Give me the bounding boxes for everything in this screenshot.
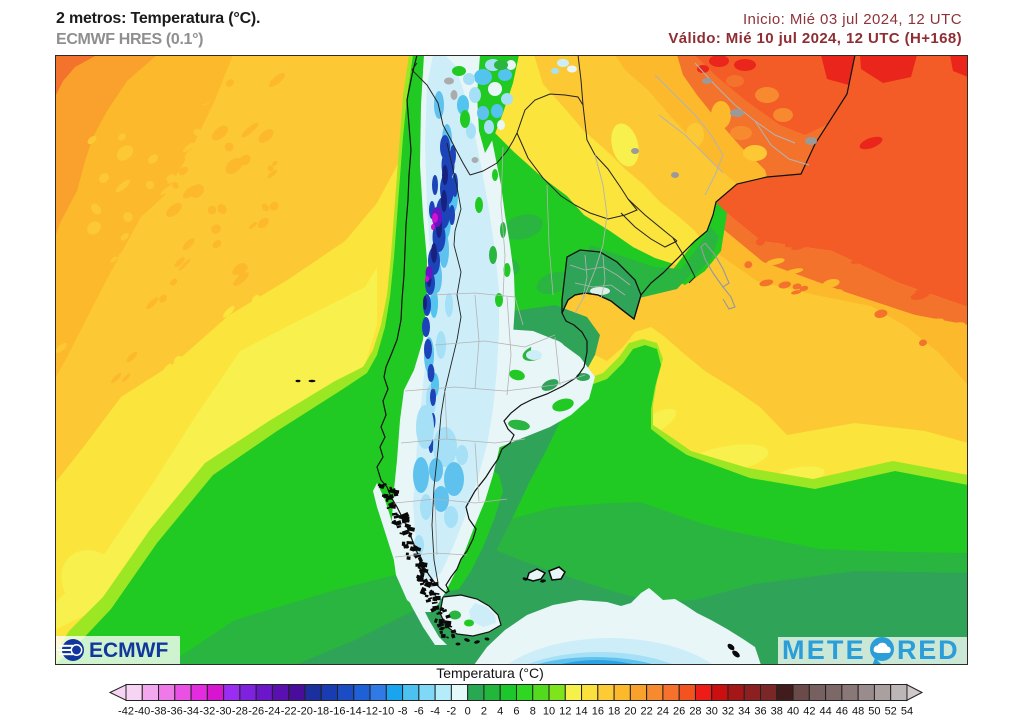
svg-text:8: 8	[530, 706, 536, 718]
svg-text:0: 0	[465, 706, 471, 718]
svg-text:-24: -24	[264, 706, 280, 718]
svg-text:-4: -4	[430, 706, 440, 718]
svg-text:36: 36	[754, 706, 766, 718]
svg-text:-6: -6	[414, 706, 424, 718]
svg-text:ECMWF: ECMWF	[89, 639, 168, 662]
svg-text:-28: -28	[232, 706, 248, 718]
svg-text:52: 52	[885, 706, 897, 718]
svg-text:10: 10	[543, 706, 555, 718]
svg-text:22: 22	[641, 706, 653, 718]
svg-text:12: 12	[559, 706, 571, 718]
svg-text:6: 6	[513, 706, 519, 718]
svg-text:-42: -42	[118, 706, 134, 718]
svg-text:2: 2	[481, 706, 487, 718]
svg-text:42: 42	[803, 706, 815, 718]
svg-text:-30: -30	[216, 706, 232, 718]
svg-text:46: 46	[836, 706, 848, 718]
svg-text:-20: -20	[297, 706, 313, 718]
svg-text:20: 20	[624, 706, 636, 718]
svg-text:-2: -2	[447, 706, 457, 718]
svg-text:-38: -38	[151, 706, 167, 718]
svg-text:18: 18	[608, 706, 620, 718]
svg-text:-40: -40	[134, 706, 150, 718]
svg-text:38: 38	[771, 706, 783, 718]
svg-text:44: 44	[819, 706, 831, 718]
svg-text:-16: -16	[330, 706, 346, 718]
svg-text:-18: -18	[313, 706, 329, 718]
svg-text:30: 30	[706, 706, 718, 718]
svg-text:54: 54	[901, 706, 913, 718]
svg-text:-26: -26	[248, 706, 264, 718]
svg-text:-34: -34	[183, 706, 199, 718]
svg-text:-10: -10	[378, 706, 394, 718]
svg-text:-32: -32	[199, 706, 215, 718]
svg-text:METE: METE	[782, 635, 866, 665]
svg-text:34: 34	[738, 706, 750, 718]
svg-text:-22: -22	[281, 706, 297, 718]
svg-text:4: 4	[497, 706, 503, 718]
svg-text:32: 32	[722, 706, 734, 718]
svg-text:RED: RED	[897, 635, 959, 665]
svg-text:16: 16	[592, 706, 604, 718]
svg-text:-36: -36	[167, 706, 183, 718]
svg-text:14: 14	[575, 706, 587, 718]
svg-text:-14: -14	[346, 706, 362, 718]
svg-text:-12: -12	[362, 706, 378, 718]
svg-text:48: 48	[852, 706, 864, 718]
svg-text:28: 28	[689, 706, 701, 718]
svg-text:24: 24	[657, 706, 669, 718]
svg-text:50: 50	[868, 706, 880, 718]
svg-text:40: 40	[787, 706, 799, 718]
svg-text:26: 26	[673, 706, 685, 718]
svg-text:-8: -8	[398, 706, 408, 718]
